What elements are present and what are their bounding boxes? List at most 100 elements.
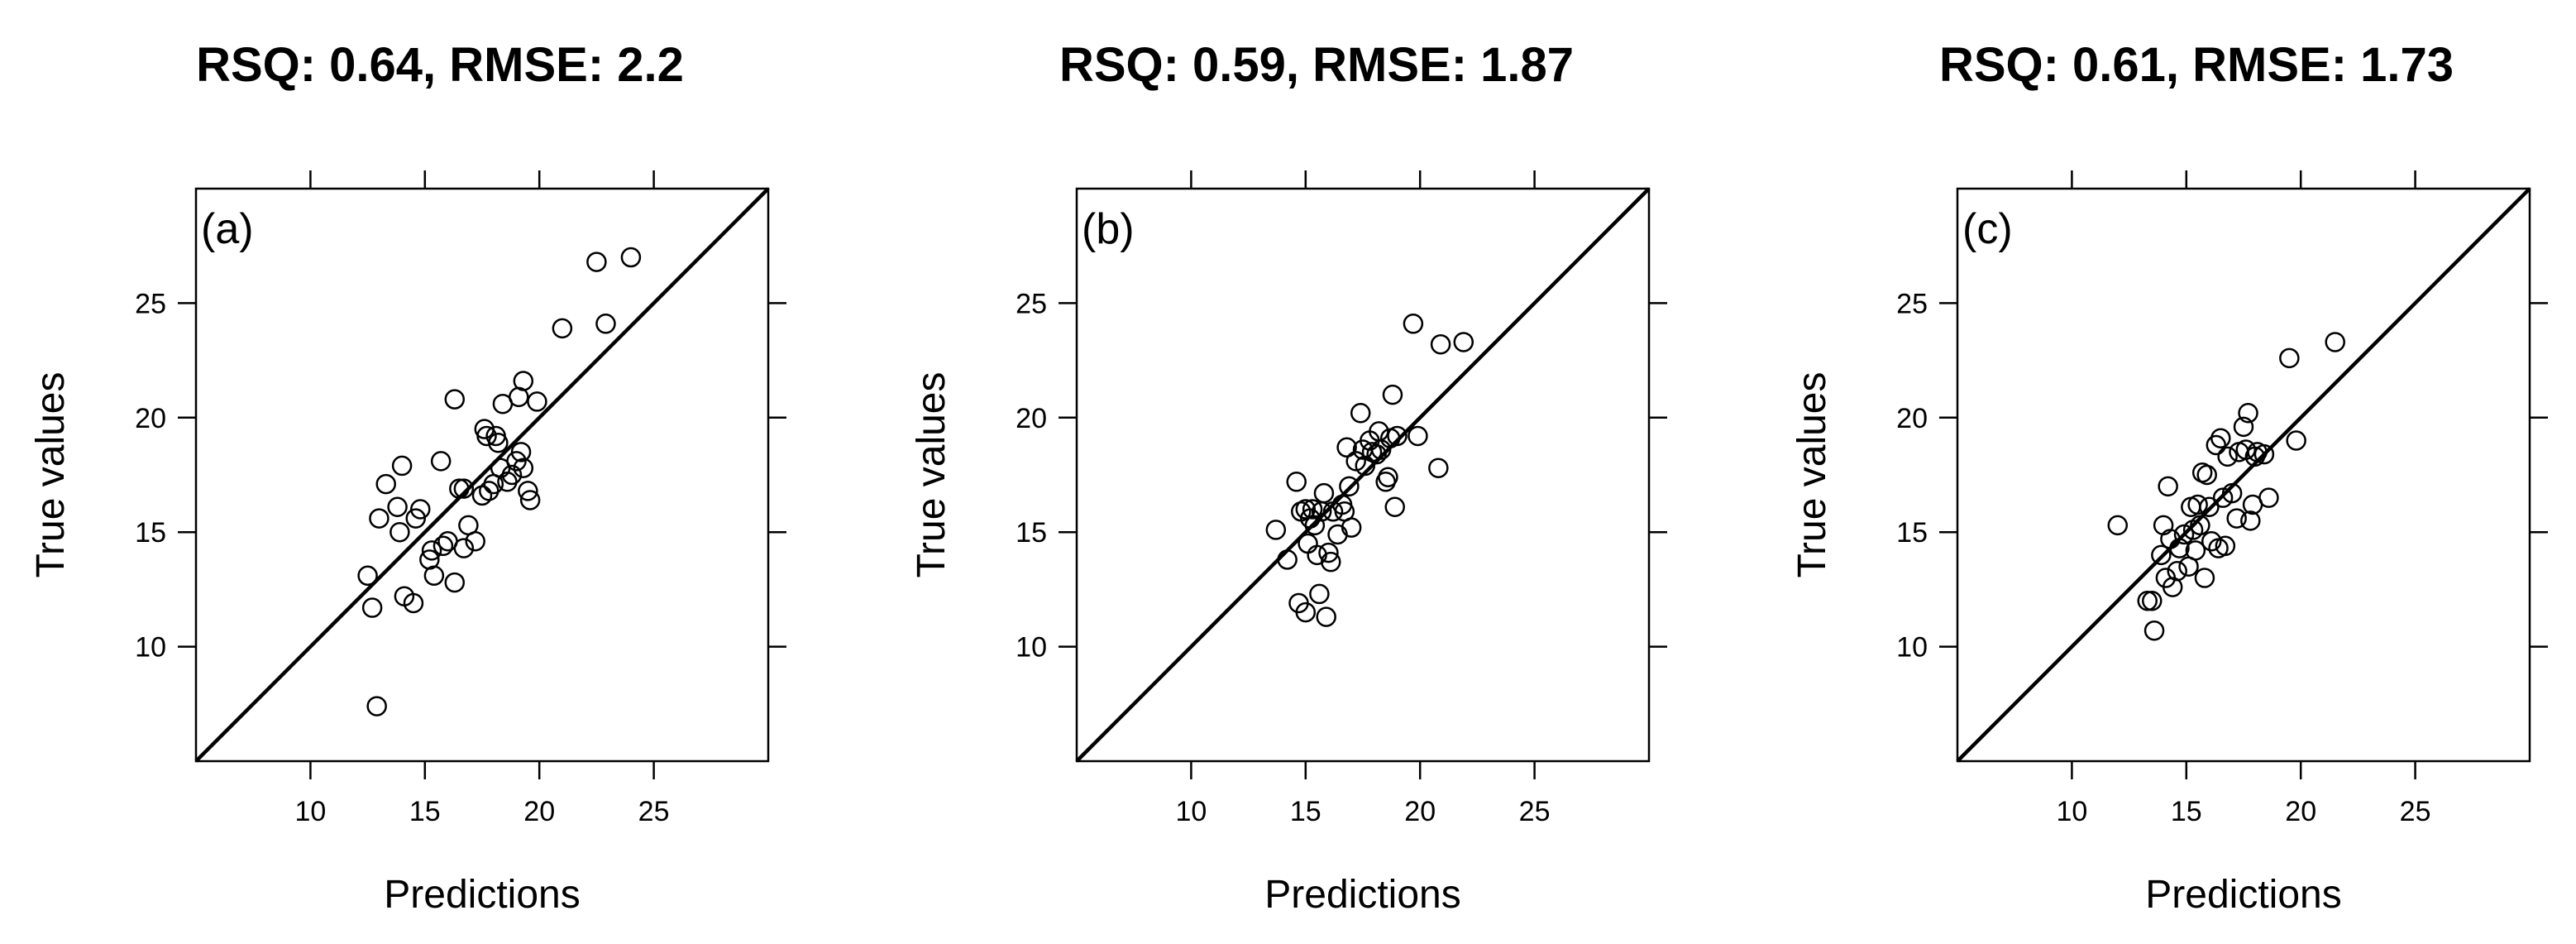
data-point	[510, 442, 532, 462]
data-point	[1313, 482, 1335, 504]
data-point	[390, 521, 410, 543]
panel-label: (a)	[201, 205, 254, 253]
data-point	[375, 473, 396, 495]
data-point	[2169, 538, 2190, 558]
data-point	[2279, 347, 2300, 369]
data-point	[2258, 487, 2279, 508]
data-point	[421, 540, 442, 561]
data-point	[1428, 458, 1449, 478]
data-point	[433, 535, 454, 557]
data-point	[2240, 510, 2261, 531]
data-point	[2107, 515, 2129, 536]
data-point	[1277, 549, 1298, 570]
data-point	[1318, 542, 1339, 563]
x-tick-label: 20	[523, 796, 555, 827]
identity-line	[194, 187, 770, 763]
data-point	[444, 389, 466, 410]
data-point	[410, 499, 431, 520]
panel-3: RSQ: 0.61, RMSE: 1.73 10 15 20 25 10 15 20 25 Pre…	[1790, 38, 2548, 917]
data-point	[453, 478, 475, 499]
x-axis-label: Predictions	[384, 873, 580, 917]
x-tick-label: 25	[1519, 796, 1551, 827]
plot-frame	[194, 187, 770, 763]
data-point	[513, 458, 534, 478]
data-point	[2226, 508, 2247, 529]
panel-label: (b)	[1082, 205, 1135, 253]
x-tick-label: 10	[2056, 796, 2087, 827]
y-axis-label: True values	[1790, 372, 1834, 578]
data-point	[1345, 451, 1366, 472]
data-point	[2167, 561, 2187, 582]
data-point	[403, 592, 424, 614]
data-point	[1403, 314, 1424, 334]
identity-line	[1956, 187, 2531, 763]
data-point	[1316, 606, 1336, 627]
x-tick-label: 10	[1175, 796, 1207, 827]
data-point	[453, 538, 475, 558]
data-point	[2137, 590, 2158, 611]
data-point	[1384, 496, 1406, 518]
data-point	[2221, 482, 2243, 504]
y-tick-label: 10	[1016, 632, 1047, 664]
data-point	[465, 531, 485, 552]
x-tick-label: 10	[294, 796, 326, 827]
data-point	[369, 508, 390, 529]
x-axis-label: Predictions	[1264, 873, 1460, 917]
data-point	[423, 565, 445, 587]
data-point	[2217, 446, 2238, 467]
data-point	[444, 572, 466, 593]
y-tick-label: 25	[1896, 288, 1928, 319]
x-tick-label: 15	[1290, 796, 1321, 827]
data-point	[595, 314, 616, 334]
data-point	[1309, 583, 1330, 605]
data-point	[1430, 333, 1451, 355]
data-point	[2158, 476, 2178, 497]
data-point	[2151, 544, 2172, 566]
plot-frame	[1956, 187, 2531, 763]
panel-title: RSQ: 0.59, RMSE: 1.87	[1059, 38, 1574, 92]
y-tick-label: 25	[135, 288, 166, 319]
data-point	[552, 318, 573, 339]
plot-frame	[1075, 187, 1651, 763]
data-point	[1366, 443, 1387, 465]
data-point	[527, 391, 547, 412]
y-tick-label: 15	[1896, 517, 1928, 549]
data-point	[1295, 499, 1317, 520]
panel-title: RSQ: 0.64, RMSE: 2.2	[196, 38, 684, 92]
data-point	[430, 451, 452, 472]
data-point	[2173, 524, 2195, 545]
data-point	[1350, 403, 1371, 424]
data-point	[519, 490, 541, 510]
data-point	[518, 481, 538, 501]
data-point	[449, 478, 470, 499]
data-point	[2185, 540, 2206, 561]
data-point	[1298, 533, 1318, 554]
x-tick-label: 20	[1404, 796, 1436, 827]
data-point	[501, 464, 523, 486]
data-point	[2187, 494, 2208, 515]
x-tick-label: 15	[409, 796, 441, 827]
data-point	[405, 508, 426, 529]
data-point	[2196, 464, 2217, 486]
data-point	[387, 496, 408, 518]
data-point	[2210, 428, 2231, 448]
data-point	[1302, 499, 1323, 520]
y-tick-label: 10	[1896, 632, 1928, 664]
data-point	[391, 455, 413, 477]
data-point	[2194, 568, 2215, 588]
data-point	[2286, 430, 2306, 451]
data-point	[2233, 416, 2254, 438]
data-point	[2199, 496, 2220, 518]
data-point	[2142, 590, 2163, 611]
data-point	[2201, 531, 2222, 552]
panel-1: RSQ: 0.64, RMSE: 2.2 10 15 20 25 10 15 20 25 Pred…	[29, 38, 786, 917]
y-tick-label: 20	[135, 403, 166, 434]
x-tick-label: 25	[638, 796, 670, 827]
x-tick-label: 15	[2171, 796, 2202, 827]
data-point	[357, 565, 378, 587]
data-point	[1265, 520, 1287, 540]
data-point	[1387, 425, 1407, 447]
y-tick-label: 15	[1016, 517, 1047, 549]
data-point	[476, 425, 497, 447]
